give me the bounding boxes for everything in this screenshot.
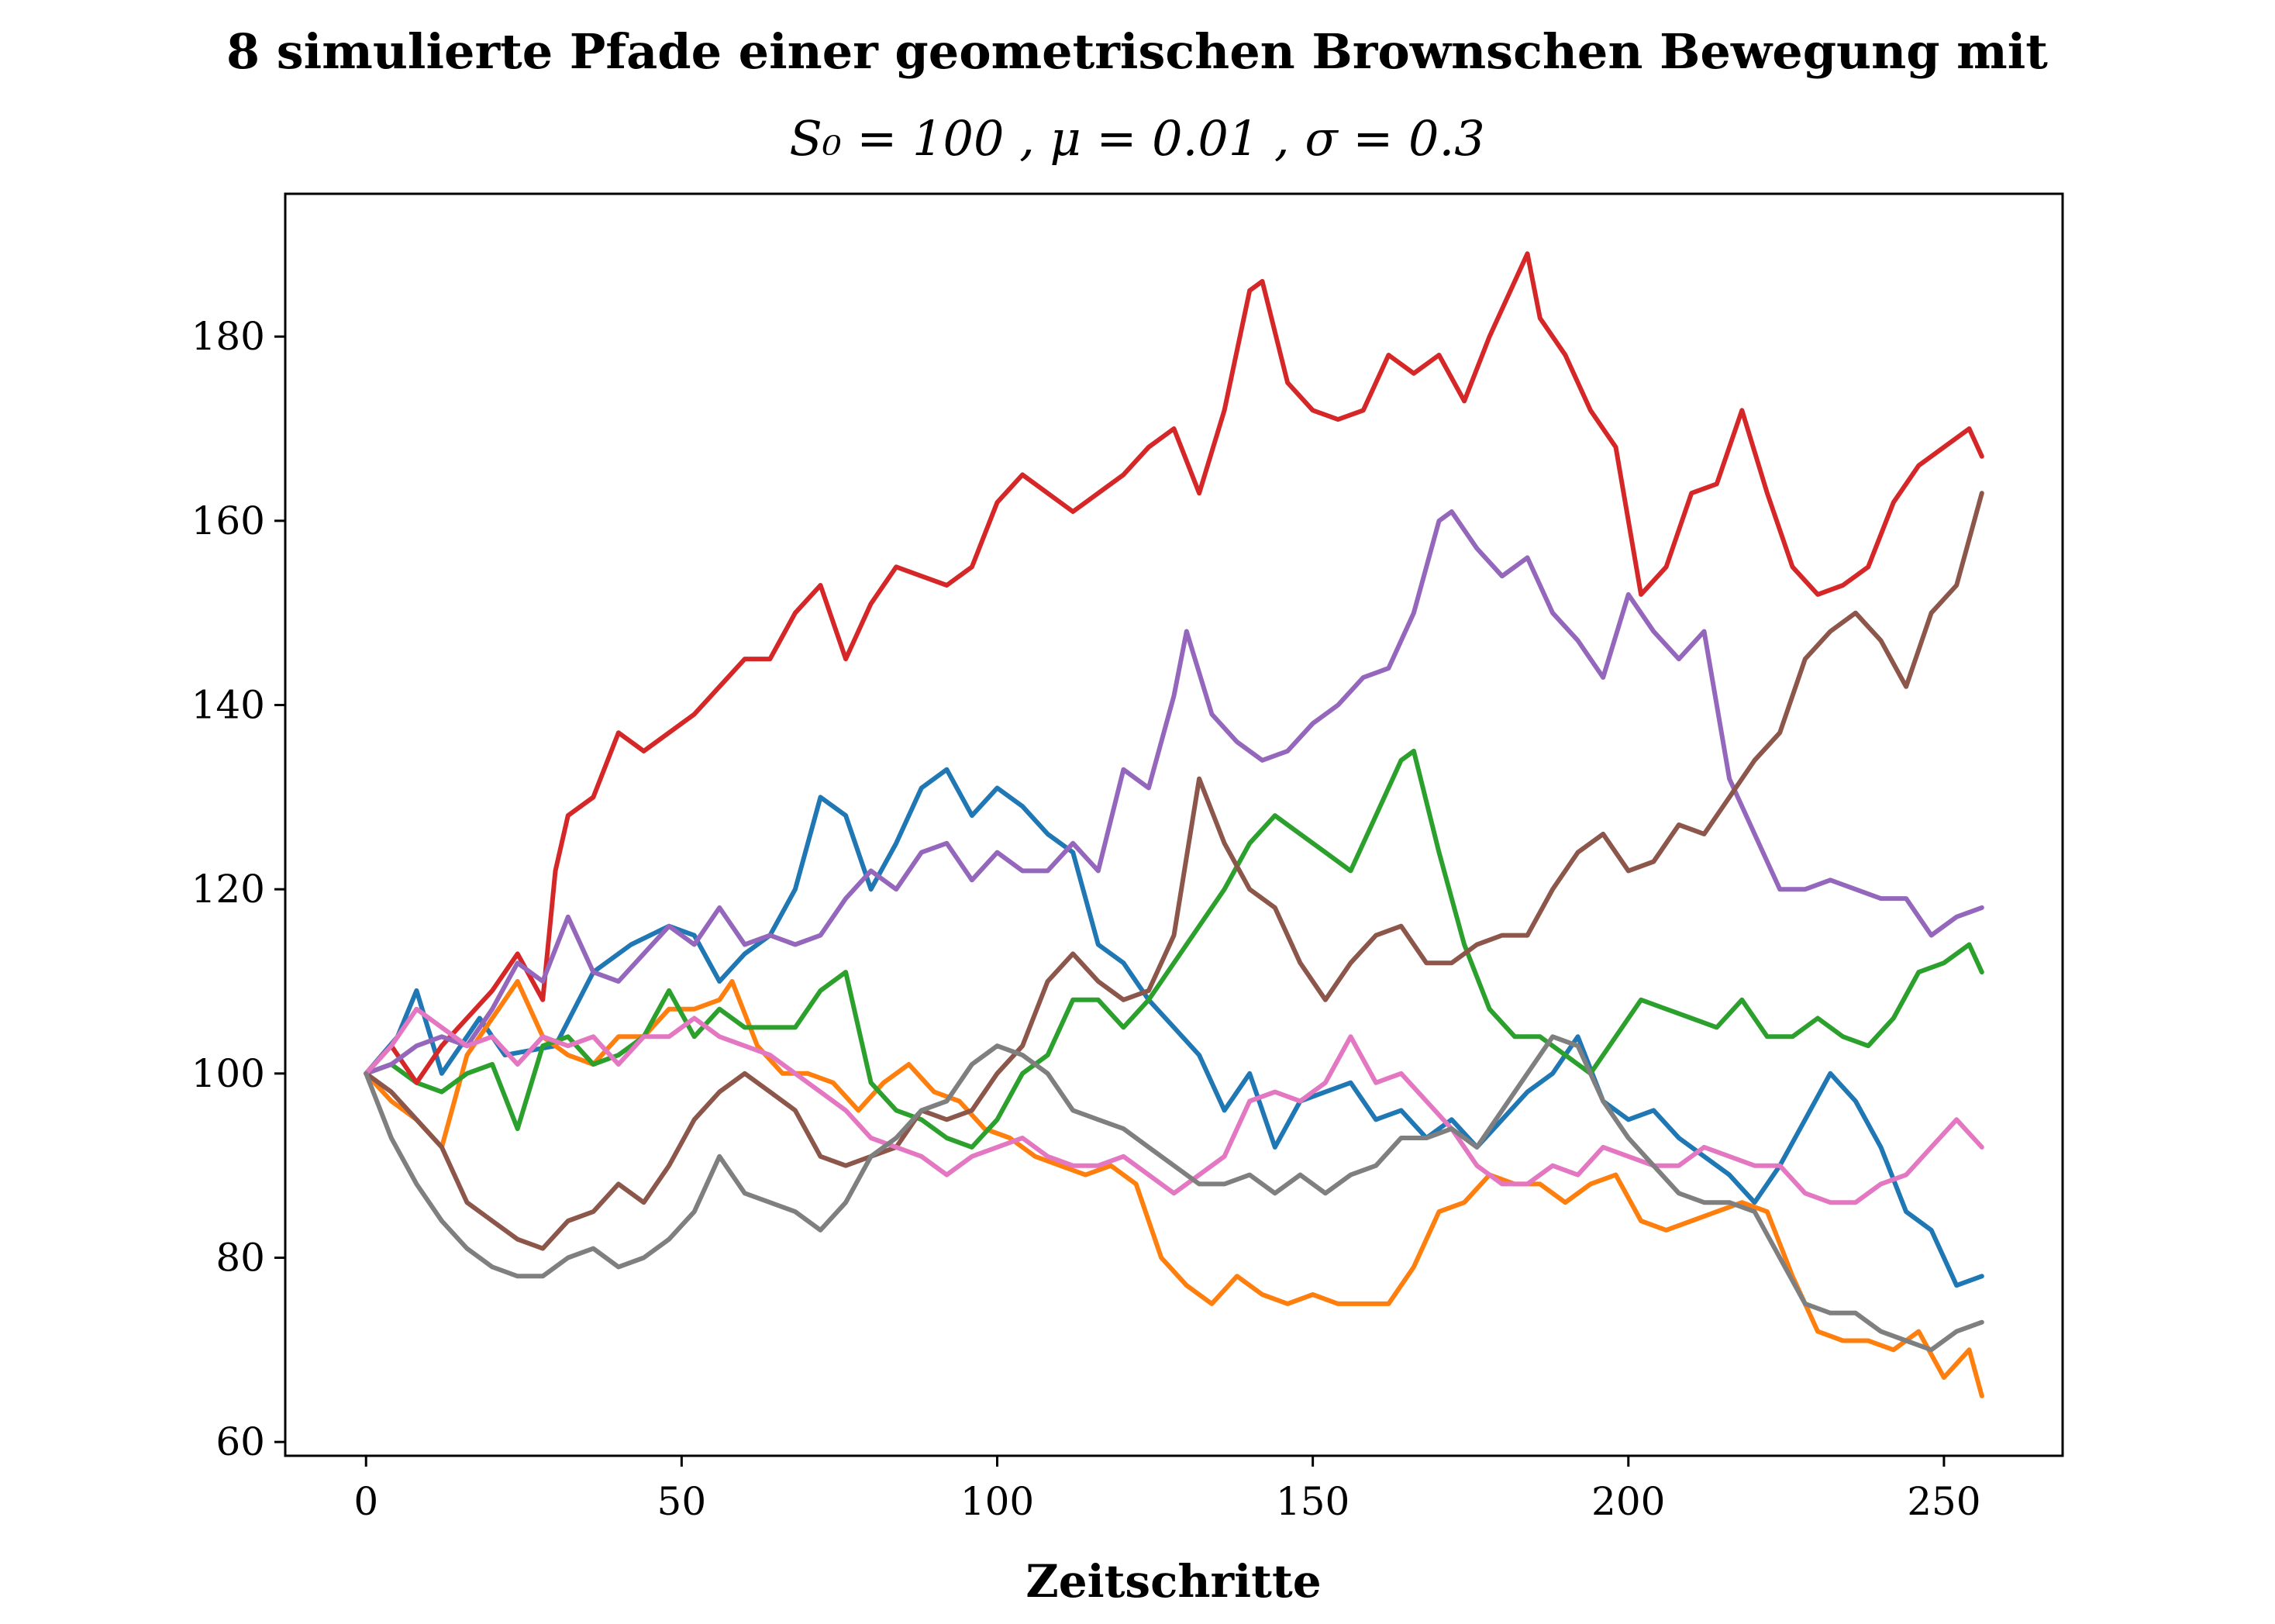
x-axis: 0 50 100 150 200 250 xyxy=(353,1456,1981,1524)
x-tick-label: 150 xyxy=(1276,1479,1349,1524)
series-line-2 xyxy=(364,979,1984,1398)
x-tick-label: 250 xyxy=(1907,1479,1980,1524)
x-axis-label: Zeitschritte xyxy=(1025,1555,1321,1608)
series-line-3 xyxy=(364,748,1984,1150)
y-tick-label: 160 xyxy=(191,498,265,543)
x-tick-label: 50 xyxy=(657,1479,707,1524)
x-tick-label: 0 xyxy=(353,1479,378,1524)
y-tick-label: 80 xyxy=(215,1236,265,1281)
y-tick-label: 140 xyxy=(191,683,265,728)
series-line-6 xyxy=(364,491,1984,1251)
y-tick-label: 60 xyxy=(215,1419,265,1464)
y-tick-label: 100 xyxy=(191,1051,265,1096)
series-line-5 xyxy=(364,509,1984,1076)
series-line-8 xyxy=(364,1034,1984,1353)
series-layer xyxy=(364,251,1984,1398)
x-tick-label: 100 xyxy=(960,1479,1034,1524)
y-axis: 60 80 100 120 140 160 180 xyxy=(191,314,285,1464)
x-tick-label: 200 xyxy=(1591,1479,1665,1524)
chart-title: 8 simulierte Pfade einer geometrischen B… xyxy=(226,23,2048,80)
y-tick-label: 180 xyxy=(191,314,265,359)
y-tick-label: 120 xyxy=(191,867,265,912)
series-line-7 xyxy=(364,1006,1984,1205)
chart-subtitle: S₀ = 100 , μ = 0.01 , σ = 0.3 xyxy=(789,110,1484,167)
plot-frame xyxy=(284,192,2064,1457)
series-line-1 xyxy=(364,767,1984,1288)
series-line-4 xyxy=(364,251,1984,1085)
